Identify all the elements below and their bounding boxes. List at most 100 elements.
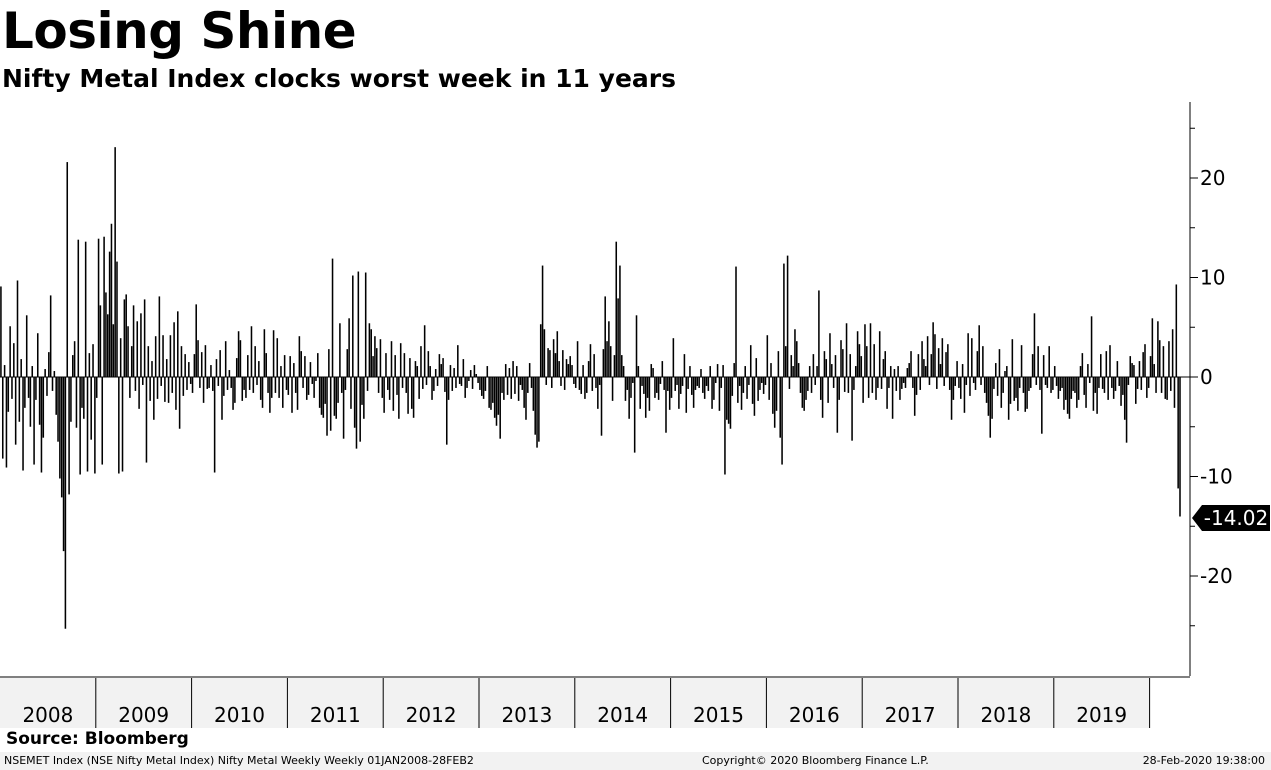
bar — [1136, 377, 1139, 389]
bar — [1142, 352, 1144, 378]
bar — [94, 377, 96, 474]
bar — [888, 377, 890, 388]
bar — [891, 377, 894, 419]
bar — [458, 377, 461, 384]
bar — [5, 377, 8, 468]
bar — [101, 377, 104, 465]
bar — [468, 377, 470, 381]
bar — [320, 377, 323, 415]
bar — [445, 377, 448, 445]
bar — [989, 377, 992, 438]
bar — [528, 363, 531, 377]
bar — [786, 255, 789, 377]
bar — [119, 338, 122, 377]
bar — [499, 377, 501, 439]
bar — [908, 363, 910, 377]
bar — [602, 349, 605, 377]
bar — [346, 349, 349, 377]
bar — [1077, 377, 1080, 400]
bar — [466, 377, 468, 388]
bar — [1, 377, 4, 459]
bar — [410, 377, 413, 409]
bar — [488, 377, 490, 408]
bar — [1018, 377, 1021, 388]
bar — [1085, 377, 1087, 408]
bar — [471, 377, 474, 389]
bar — [322, 377, 325, 418]
bar — [202, 377, 205, 403]
bar — [409, 358, 411, 377]
bar — [289, 356, 291, 377]
bar — [239, 340, 242, 377]
bar — [29, 377, 32, 427]
bar — [751, 377, 754, 404]
bar — [1053, 366, 1056, 377]
bar — [770, 363, 772, 377]
bar — [235, 358, 238, 377]
bar — [501, 377, 503, 393]
bar — [698, 377, 700, 388]
bar — [329, 377, 332, 431]
source-note: Source: Bloomberg — [6, 729, 189, 749]
bar — [173, 322, 175, 377]
bar — [72, 355, 74, 377]
bar — [1098, 377, 1100, 388]
bar — [1162, 346, 1165, 377]
bar — [641, 377, 643, 386]
bar — [915, 377, 918, 395]
bar — [943, 377, 945, 386]
bar — [436, 377, 439, 386]
bar — [339, 323, 341, 377]
bar — [272, 330, 275, 377]
bar — [622, 366, 625, 377]
bar — [871, 377, 874, 393]
bar — [1179, 377, 1181, 517]
bar — [374, 336, 376, 377]
bar — [311, 377, 314, 384]
bar — [1171, 329, 1174, 377]
bar — [512, 361, 514, 377]
bar — [1070, 377, 1073, 399]
bar — [919, 377, 922, 390]
x-tick-label: 2008 — [22, 703, 73, 727]
bar — [401, 377, 404, 388]
bar — [16, 280, 19, 377]
bar — [25, 315, 28, 377]
bar — [9, 326, 11, 377]
bar — [619, 265, 621, 377]
bar — [274, 377, 277, 393]
bar — [667, 377, 669, 391]
bar — [88, 353, 91, 377]
bar — [352, 275, 354, 377]
bar — [696, 377, 699, 386]
bar — [83, 377, 85, 419]
bar — [484, 377, 487, 391]
bar — [584, 377, 586, 399]
bar — [86, 377, 89, 472]
bar — [1157, 321, 1159, 377]
bar — [646, 377, 649, 398]
bar — [247, 355, 249, 377]
bar — [714, 377, 717, 383]
bar — [552, 339, 555, 377]
bar — [1090, 316, 1093, 377]
bar — [103, 236, 105, 377]
bar — [20, 359, 22, 377]
bar — [873, 344, 875, 377]
bar — [611, 377, 614, 401]
bar — [652, 368, 654, 377]
bar — [1125, 377, 1128, 443]
x-axis-year-bands: 2008 2009 2010 2011 2012 2013 2014 2015 2016 2017… — [0, 676, 1190, 728]
bar — [926, 336, 929, 377]
y-tick-label: 20 — [1200, 166, 1225, 190]
bar — [370, 329, 372, 377]
bar — [162, 335, 164, 377]
bar — [1111, 377, 1113, 388]
x-tick-label: 2011 — [310, 703, 361, 727]
bar — [1107, 377, 1109, 400]
bar — [412, 377, 415, 418]
x-tick-label: 2014 — [597, 703, 648, 727]
bar — [987, 377, 990, 416]
bar — [797, 363, 800, 377]
bar — [825, 359, 828, 377]
